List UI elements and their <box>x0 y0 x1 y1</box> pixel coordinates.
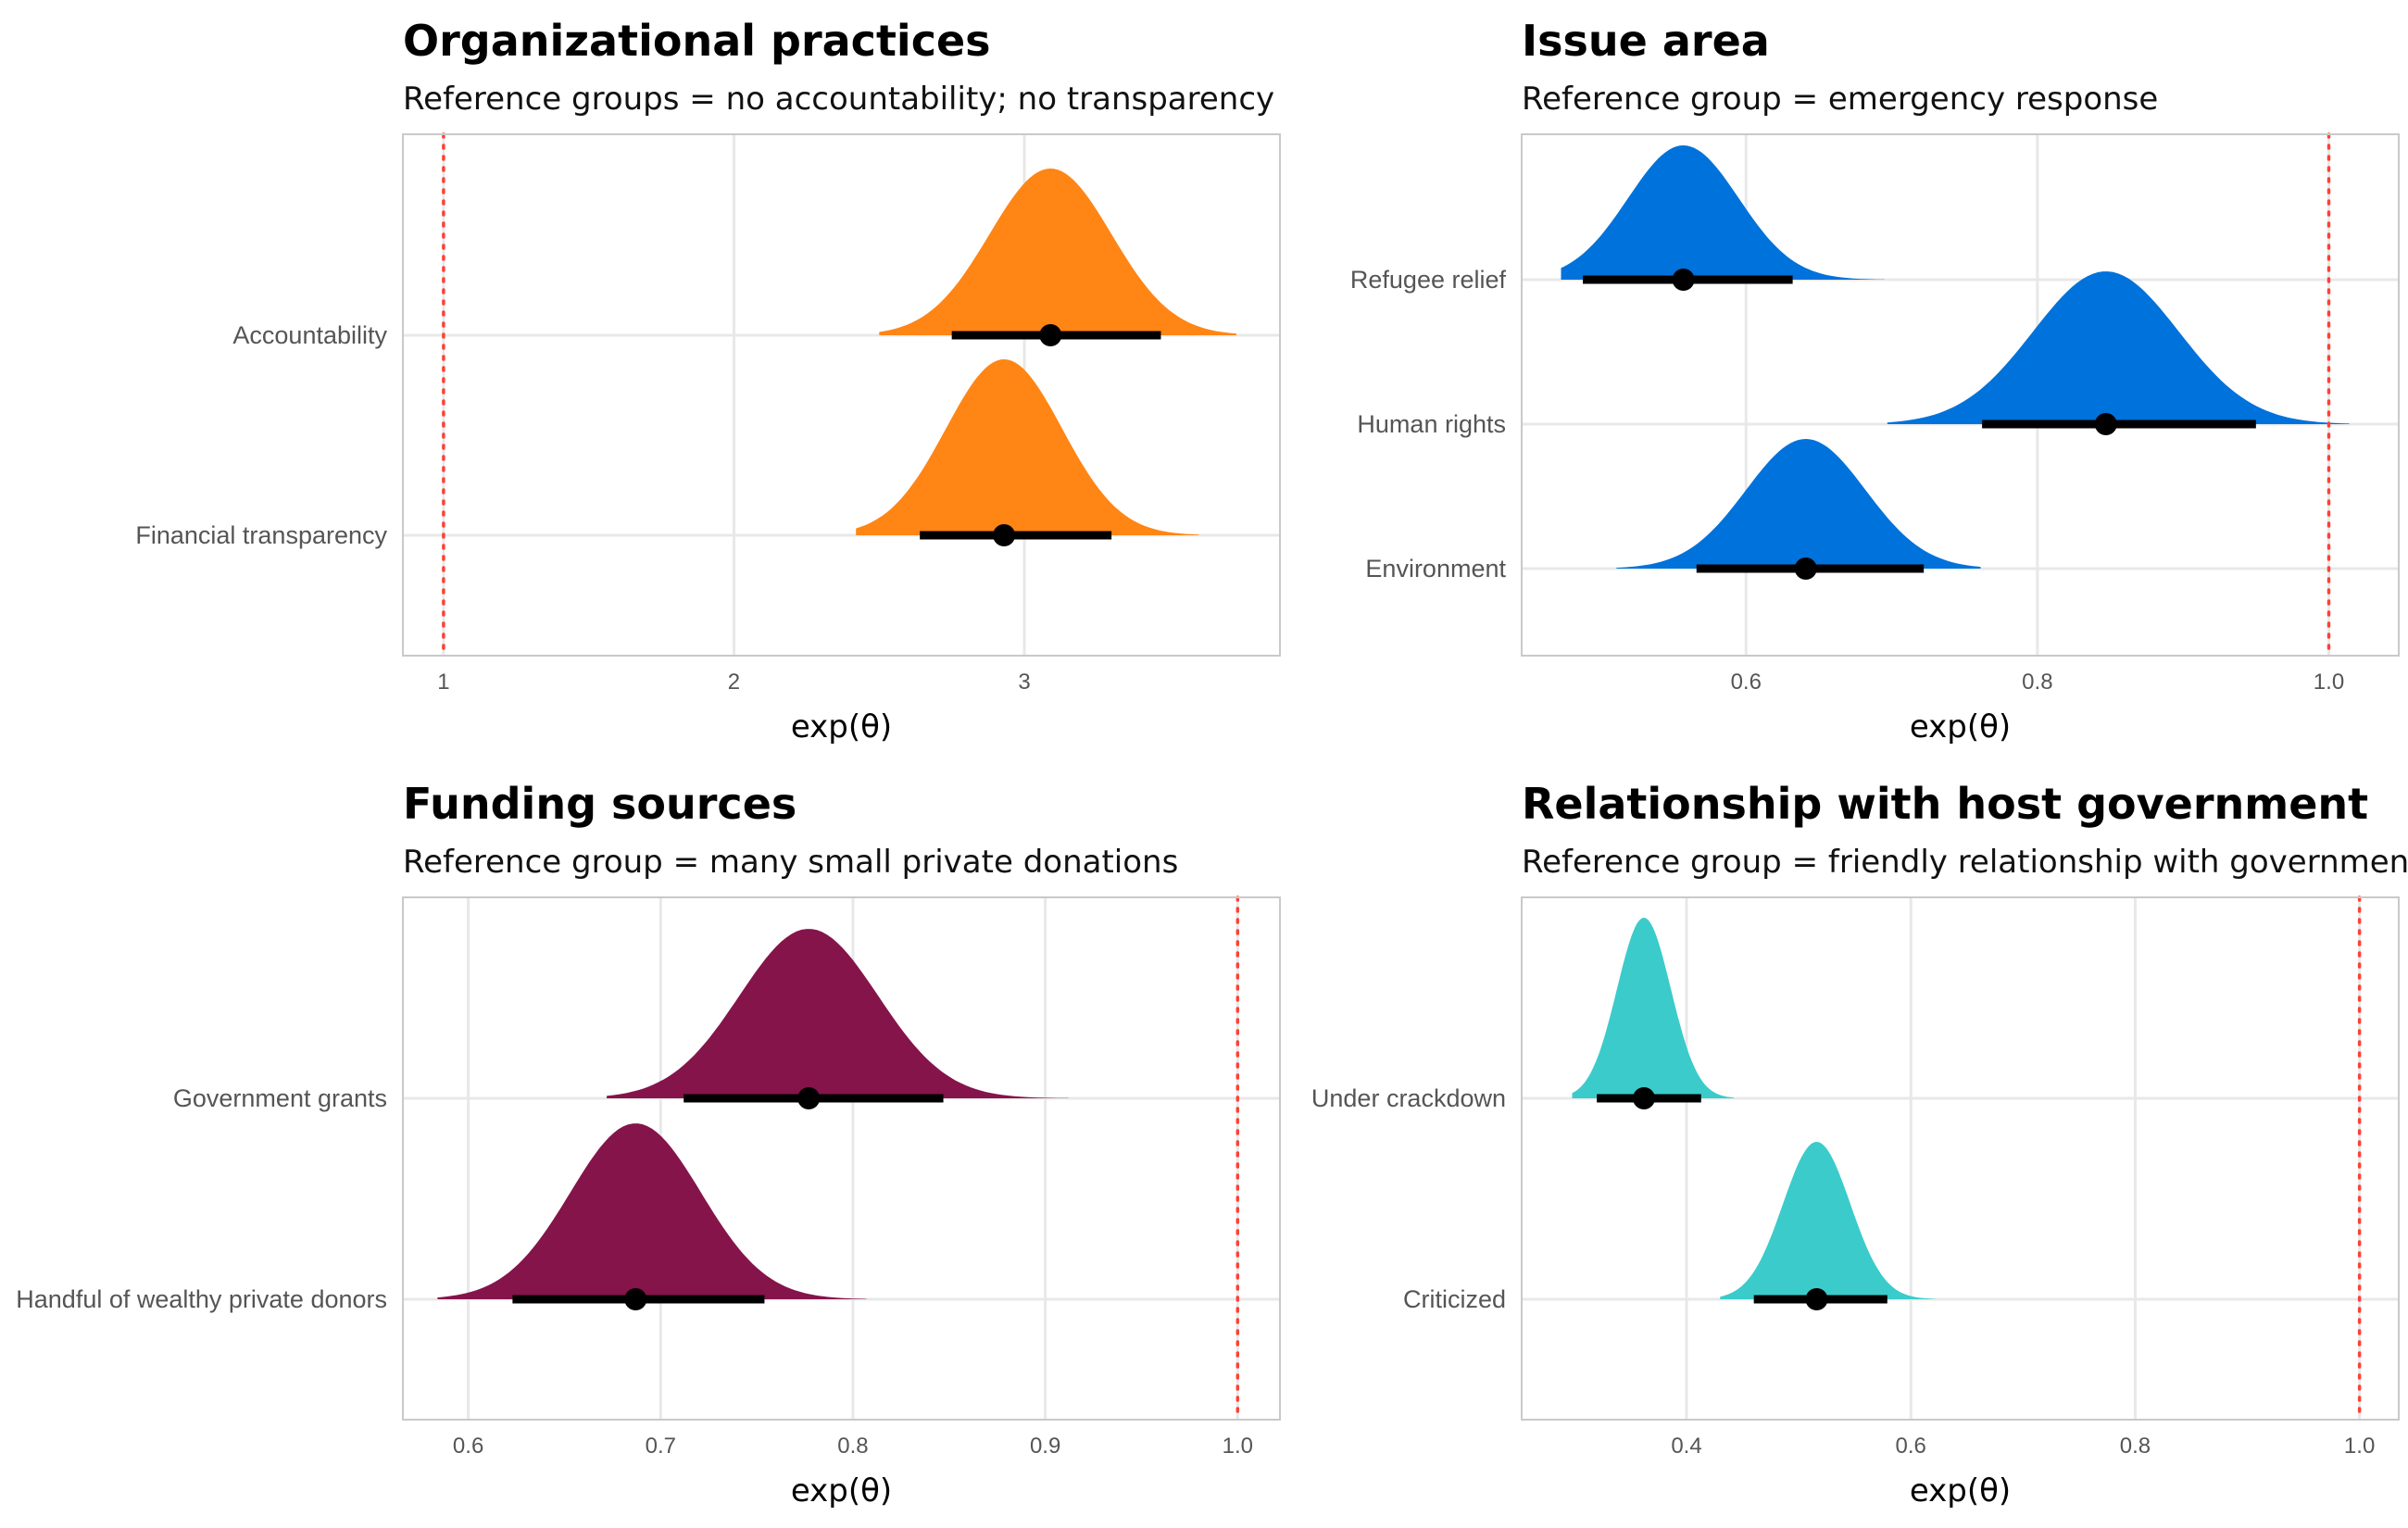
panel-2: Issue area Reference group = emergency re… <box>1350 16 2400 745</box>
panel-subtitle: Reference group = emergency response <box>1522 81 2158 118</box>
panel-frame <box>402 896 1281 1421</box>
median-point <box>993 524 1016 546</box>
panel-frame <box>1521 896 2400 1421</box>
panel-frame <box>1521 133 2400 657</box>
density-human-rights <box>1887 271 2350 424</box>
x-tick-label: 2 <box>728 670 740 695</box>
median-point <box>1632 1087 1655 1109</box>
median-point <box>1805 1288 1828 1310</box>
density-financial-transparency <box>856 359 1199 535</box>
x-tick-label: 0.7 <box>646 1434 676 1459</box>
x-tick-label: 3 <box>1018 670 1030 695</box>
x-tick-label: 0.8 <box>2120 1434 2151 1459</box>
density-handful-of-wealthy-private-donors <box>437 1123 867 1299</box>
density-accountability <box>879 169 1236 335</box>
y-category-label: Human rights <box>1357 410 1506 438</box>
median-point <box>1039 324 1062 346</box>
density-under-crackdown <box>1572 918 1734 1098</box>
median-point <box>1794 557 1817 580</box>
x-tick-label: 0.9 <box>1030 1434 1060 1459</box>
x-tick-label: 0.8 <box>837 1434 868 1459</box>
x-tick-label: 1.0 <box>1223 1434 1253 1459</box>
density-refugee-relief <box>1561 145 1885 280</box>
y-category-label: Under crackdown <box>1311 1084 1506 1112</box>
x-tick-label: 0.6 <box>1731 670 1762 695</box>
panel-title: Issue area <box>1522 16 1770 66</box>
panel-subtitle: Reference group = many small private don… <box>403 844 1178 881</box>
median-point <box>797 1087 821 1109</box>
x-axis-title: exp(θ) <box>791 1472 892 1509</box>
panel-title: Relationship with host government <box>1522 779 2368 829</box>
x-axis-title: exp(θ) <box>1910 1472 2011 1509</box>
median-point <box>624 1288 647 1310</box>
density-government-grants <box>607 929 1069 1098</box>
y-category-label: Government grants <box>173 1084 387 1112</box>
x-tick-label: 1.0 <box>2344 1434 2375 1459</box>
x-axis-title: exp(θ) <box>791 708 892 745</box>
median-point <box>2094 413 2117 435</box>
panel-frame <box>402 133 1281 657</box>
density-criticized <box>1720 1142 1936 1299</box>
x-tick-label: 1 <box>437 670 449 695</box>
y-category-label: Accountability <box>232 321 387 349</box>
y-category-label: Criticized <box>1403 1285 1506 1313</box>
y-category-label: Environment <box>1365 555 1506 582</box>
panel-title: Funding sources <box>403 779 796 829</box>
panel-subtitle: Reference group = friendly relationship … <box>1522 844 2408 881</box>
x-tick-label: 0.8 <box>2022 670 2052 695</box>
panel-subtitle: Reference groups = no accountability; no… <box>403 81 1274 118</box>
x-tick-label: 0.6 <box>453 1434 483 1459</box>
panel-title: Organizational practices <box>403 16 991 66</box>
density-environment <box>1616 439 1981 569</box>
panel-3: Funding sources Reference group = many sm… <box>16 779 1281 1509</box>
x-tick-label: 1.0 <box>2314 670 2344 695</box>
median-point <box>1672 269 1695 291</box>
x-axis-title: exp(θ) <box>1910 708 2011 745</box>
y-category-label: Handful of wealthy private donors <box>16 1285 387 1313</box>
y-category-label: Refugee relief <box>1350 266 1507 294</box>
y-category-label: Financial transparency <box>135 521 387 549</box>
x-tick-label: 0.4 <box>1671 1434 1701 1459</box>
x-tick-label: 0.6 <box>1896 1434 1926 1459</box>
panel-1: Organizational practices Reference groups… <box>135 16 1281 745</box>
panel-4: Relationship with host government Referen… <box>1311 779 2408 1509</box>
